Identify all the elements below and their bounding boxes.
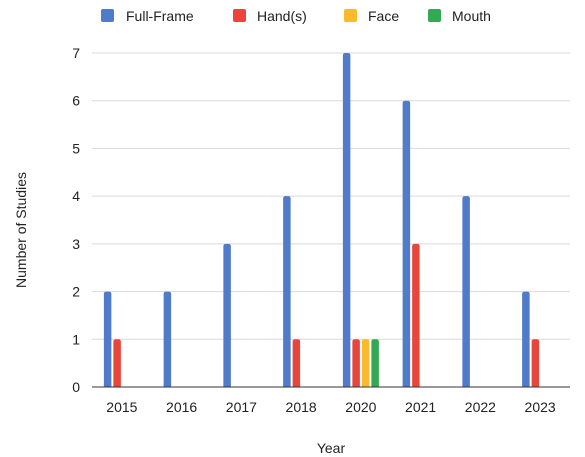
bar-full-frame-2018 (283, 196, 291, 387)
y-tick-label: 5 (72, 140, 80, 156)
legend-swatch-face (344, 9, 357, 22)
bars (103, 53, 540, 387)
gridlines (92, 52, 570, 340)
bar-face-2020 (361, 339, 370, 387)
x-tick-label: 2018 (286, 399, 317, 415)
bar-hand-s-2018 (292, 339, 301, 387)
legend: Full-Frame Hand(s) Face Mouth (101, 8, 491, 24)
legend-swatch-mouth (428, 9, 441, 22)
bar-full-frame-2017 (223, 243, 231, 387)
legend-label-face: Face (368, 8, 399, 24)
legend-label-mouth: Mouth (452, 8, 491, 24)
bar-hand-s-2021 (412, 243, 420, 387)
x-tick-label: 2017 (226, 399, 257, 415)
y-tick-label: 7 (72, 45, 80, 61)
x-tick-label: 2016 (166, 399, 197, 415)
bar-hand-s-2023 (531, 339, 540, 387)
bar-full-frame-2016 (163, 291, 172, 387)
x-tick-label: 2015 (106, 399, 137, 415)
y-tick-label: 3 (72, 236, 80, 252)
x-axis-title: Year (317, 440, 346, 456)
legend-label-full-frame: Full-Frame (126, 8, 194, 24)
y-tick-label: 6 (72, 93, 80, 109)
legend-swatch-full-frame (101, 9, 114, 22)
bar-full-frame-2015 (103, 291, 112, 387)
bar-full-frame-2021 (402, 100, 411, 387)
bar-full-frame-2020 (342, 53, 351, 387)
y-axis-ticks: 0 1 2 3 4 5 6 7 (72, 45, 80, 395)
x-axis-ticks: 2015 2016 2017 2018 2020 2021 2022 2023 (106, 399, 556, 415)
bar-full-frame-2022 (462, 196, 470, 387)
legend-label-hand-s: Hand(s) (257, 8, 307, 24)
x-tick-label: 2020 (345, 399, 376, 415)
y-tick-label: 0 (72, 379, 80, 395)
bar-full-frame-2023 (522, 291, 530, 387)
y-tick-label: 1 (72, 331, 80, 347)
y-tick-label: 4 (72, 188, 80, 204)
x-tick-label: 2021 (405, 399, 436, 415)
x-tick-label: 2022 (465, 399, 496, 415)
x-tick-label: 2023 (525, 399, 556, 415)
bar-mouth-2020 (371, 339, 379, 387)
bar-hand-s-2020 (352, 339, 360, 387)
bar-hand-s-2015 (113, 339, 121, 387)
y-tick-label: 2 (72, 284, 80, 300)
y-axis-title: Number of Studies (13, 172, 29, 288)
legend-swatch-hand-s (233, 9, 246, 22)
